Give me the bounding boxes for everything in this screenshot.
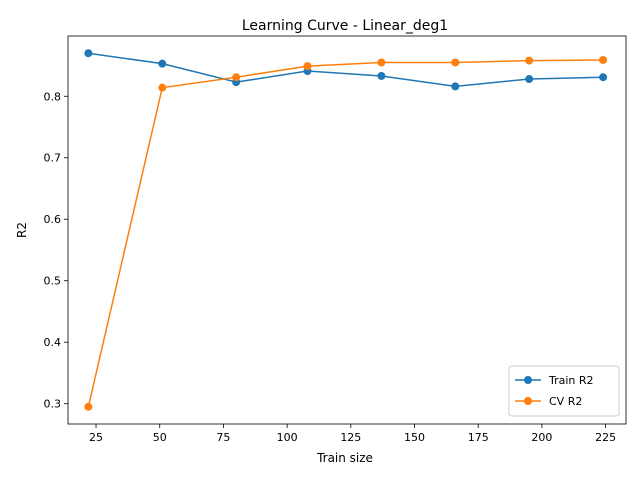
legend-marker-cv-r2 (524, 397, 532, 405)
chart-title: Learning Curve - Linear_deg1 (242, 18, 448, 34)
y-axis-label: R2 (15, 222, 29, 238)
x-tick-label: 225 (595, 431, 616, 444)
x-tick-label: 125 (340, 431, 361, 444)
series-group (84, 49, 608, 411)
x-tick-label: 50 (153, 431, 167, 444)
y-tick-label: 0.4 (44, 336, 62, 349)
data-point-cv-r2 (303, 62, 312, 71)
y-tick-label: 0.5 (44, 275, 62, 288)
x-tick-label: 175 (468, 431, 489, 444)
y-tick-label: 0.8 (44, 90, 62, 103)
axes-frame (67, 35, 627, 425)
series-line-cv-r2 (87, 59, 604, 407)
y-tick-label: 0.7 (44, 152, 62, 165)
x-tick-label: 200 (531, 431, 552, 444)
x-tick-label: 25 (89, 431, 103, 444)
data-point-cv-r2 (599, 55, 608, 64)
series-line-train-r2 (88, 52, 604, 88)
x-tick-label: 150 (404, 431, 425, 444)
data-point-train-r2 (158, 59, 167, 68)
legend-marker-train-r2 (524, 376, 532, 384)
x-axis-label: Train size (316, 451, 373, 465)
data-point-train-r2 (377, 71, 386, 80)
y-tick-label: 0.6 (44, 213, 62, 226)
legend-label-train-r2: Train R2 (548, 374, 594, 387)
x-tick-label: 75 (216, 431, 230, 444)
data-point-cv-r2 (84, 402, 93, 411)
data-point-train-r2 (525, 75, 534, 84)
data-point-train-r2 (599, 73, 608, 82)
legend-box (508, 365, 620, 417)
data-point-train-r2 (451, 82, 460, 91)
data-point-cv-r2 (451, 58, 460, 67)
legend: Train R2 CV R2 (508, 365, 620, 417)
data-point-train-r2 (84, 49, 93, 58)
y-tick-label: 0.3 (44, 398, 62, 411)
axis-ticks: 25 50 75 100 125 150 175 200 225 0.3 0.4 0.5 0.6 0.7 0… (44, 90, 617, 444)
legend-label-cv-r2: CV R2 (549, 395, 582, 408)
data-point-cv-r2 (158, 83, 167, 92)
data-point-cv-r2 (525, 56, 534, 65)
x-tick-label: 100 (277, 431, 298, 444)
data-point-cv-r2 (377, 58, 386, 67)
data-point-cv-r2 (232, 73, 241, 82)
